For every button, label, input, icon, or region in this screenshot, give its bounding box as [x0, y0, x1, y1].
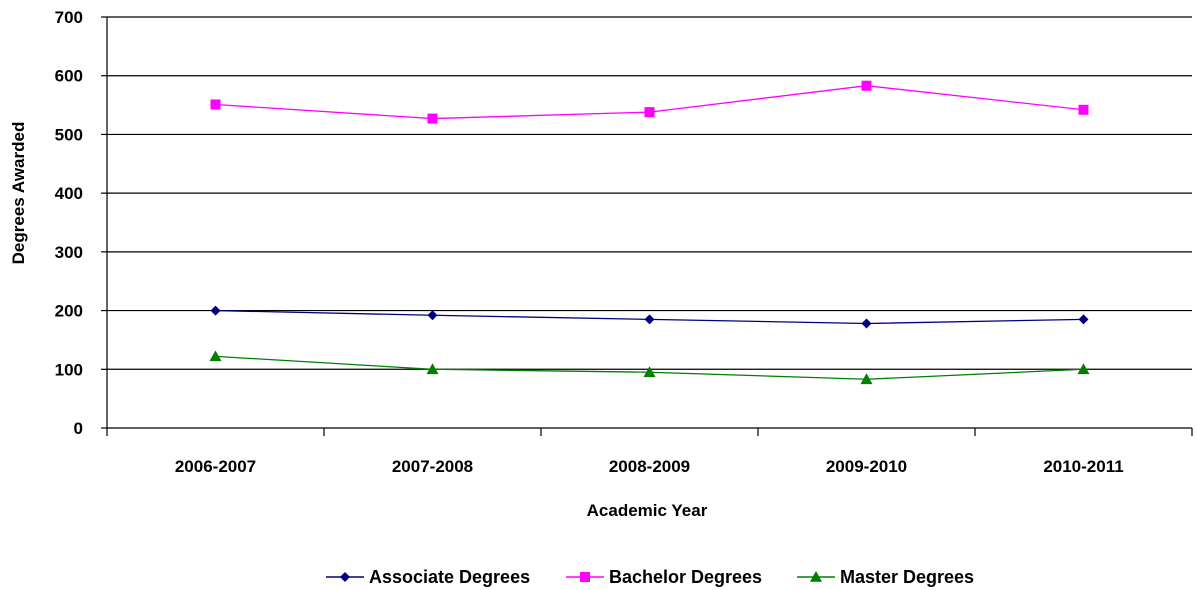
x-tick-label: 2006-2007	[175, 457, 256, 476]
y-tick-label: 600	[55, 67, 83, 86]
data-point-master-degrees	[643, 366, 656, 378]
x-tick-label: 2008-2009	[609, 457, 690, 476]
y-tick-label: 300	[55, 243, 83, 262]
data-point-master-degrees	[426, 363, 439, 375]
data-point-associate-degrees	[861, 318, 872, 329]
legend-marker-bachelor-degrees	[580, 572, 590, 582]
y-tick-label: 500	[55, 125, 83, 144]
data-point-associate-degrees	[427, 310, 438, 321]
data-point-bachelor-degrees	[1078, 104, 1089, 115]
axes: 0 100 200 300 400 500 600 700 2006-2007 2007-2008…	[55, 8, 1193, 476]
gridlines	[107, 16, 1192, 370]
y-tick-label: 100	[55, 360, 83, 379]
legend-marker-associate-degrees	[340, 572, 350, 582]
series	[209, 80, 1090, 385]
x-tick-label: 2009-2010	[826, 457, 907, 476]
data-point-bachelor-degrees	[210, 99, 221, 110]
legend-label-master-degrees: Master Degrees	[840, 567, 974, 587]
x-tick-label: 2007-2008	[392, 457, 473, 476]
data-point-associate-degrees	[210, 305, 221, 316]
y-tick-label: 200	[55, 302, 83, 321]
data-point-master-degrees	[1077, 363, 1090, 375]
data-point-associate-degrees	[644, 314, 655, 325]
y-axis-title: Degrees Awarded	[9, 122, 28, 265]
data-point-master-degrees	[860, 373, 873, 385]
data-point-bachelor-degrees	[644, 107, 655, 118]
y-tick-label: 400	[55, 184, 83, 203]
x-axis-title: Academic Year	[587, 501, 708, 520]
y-tick-label: 0	[74, 419, 83, 438]
legend-label-bachelor-degrees: Bachelor Degrees	[609, 567, 762, 587]
data-point-master-degrees	[209, 350, 222, 362]
data-point-bachelor-degrees	[861, 80, 872, 91]
legend: Associate Degrees Bachelor Degrees Master …	[326, 567, 974, 587]
legend-marker-master-degrees	[810, 571, 822, 582]
data-point-associate-degrees	[1078, 314, 1089, 325]
data-point-bachelor-degrees	[427, 113, 438, 124]
y-tick-label: 700	[55, 8, 83, 27]
legend-label-associate-degrees: Associate Degrees	[369, 567, 530, 587]
x-tick-label: 2010-2011	[1043, 457, 1123, 476]
